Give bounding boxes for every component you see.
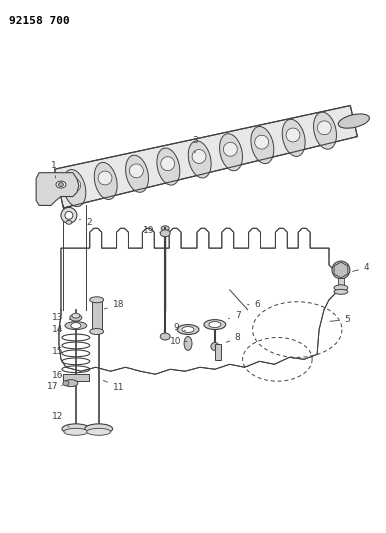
Text: 10: 10 [170, 337, 187, 346]
Text: 15: 15 [52, 347, 64, 356]
Ellipse shape [255, 135, 269, 149]
Ellipse shape [160, 230, 170, 237]
Ellipse shape [125, 155, 149, 192]
Text: 8: 8 [226, 333, 240, 342]
Text: 2: 2 [80, 218, 91, 227]
Ellipse shape [94, 163, 117, 199]
Ellipse shape [58, 183, 63, 187]
Ellipse shape [182, 327, 194, 333]
Text: 14: 14 [52, 325, 64, 334]
Ellipse shape [209, 321, 221, 328]
Ellipse shape [286, 128, 300, 142]
Ellipse shape [334, 289, 348, 294]
Ellipse shape [192, 150, 206, 164]
Ellipse shape [63, 169, 86, 207]
Bar [215, 344, 221, 360]
Ellipse shape [184, 336, 192, 350]
Text: 11: 11 [103, 381, 124, 392]
Ellipse shape [61, 207, 77, 223]
Bar [92, 300, 102, 332]
Ellipse shape [161, 226, 169, 231]
Ellipse shape [251, 126, 274, 164]
Text: 92158 700: 92158 700 [9, 16, 70, 26]
Text: 18: 18 [104, 300, 124, 309]
Ellipse shape [160, 333, 170, 340]
Ellipse shape [67, 178, 81, 192]
Polygon shape [59, 228, 339, 374]
Ellipse shape [65, 321, 87, 329]
Polygon shape [334, 262, 348, 278]
Ellipse shape [90, 297, 104, 303]
Ellipse shape [65, 212, 73, 220]
Text: 1: 1 [51, 161, 57, 178]
Text: 4: 4 [352, 263, 369, 272]
Ellipse shape [332, 261, 350, 279]
Ellipse shape [64, 379, 78, 386]
Text: 5: 5 [330, 315, 350, 324]
Polygon shape [36, 173, 79, 205]
Text: 6: 6 [247, 300, 261, 309]
Text: 16: 16 [52, 371, 64, 379]
Ellipse shape [64, 429, 88, 435]
Ellipse shape [161, 157, 174, 171]
Ellipse shape [313, 112, 337, 149]
Bar [63, 374, 89, 381]
Text: 7: 7 [229, 311, 240, 320]
Text: 9: 9 [173, 323, 185, 332]
Ellipse shape [334, 285, 348, 291]
Ellipse shape [338, 114, 369, 128]
Ellipse shape [220, 134, 242, 171]
Ellipse shape [223, 142, 237, 156]
Ellipse shape [70, 314, 82, 321]
Polygon shape [54, 106, 357, 208]
Ellipse shape [129, 164, 143, 178]
Ellipse shape [62, 424, 90, 434]
Text: 12: 12 [52, 413, 69, 427]
Text: 17: 17 [47, 382, 63, 391]
Ellipse shape [63, 381, 69, 386]
Ellipse shape [98, 171, 112, 185]
Ellipse shape [282, 119, 305, 156]
Ellipse shape [72, 313, 80, 318]
Ellipse shape [56, 181, 66, 188]
Ellipse shape [211, 342, 219, 350]
Text: 19: 19 [142, 226, 160, 235]
Ellipse shape [90, 328, 104, 335]
Text: 13: 13 [52, 313, 70, 322]
Ellipse shape [87, 429, 111, 435]
Ellipse shape [157, 148, 180, 185]
Bar [338, 278, 344, 292]
Ellipse shape [66, 220, 72, 224]
Ellipse shape [317, 121, 331, 135]
Ellipse shape [177, 325, 199, 335]
Ellipse shape [188, 141, 211, 178]
Ellipse shape [39, 180, 78, 198]
Ellipse shape [85, 424, 113, 434]
Text: 3: 3 [192, 136, 198, 153]
Ellipse shape [204, 320, 226, 329]
Ellipse shape [71, 322, 81, 328]
